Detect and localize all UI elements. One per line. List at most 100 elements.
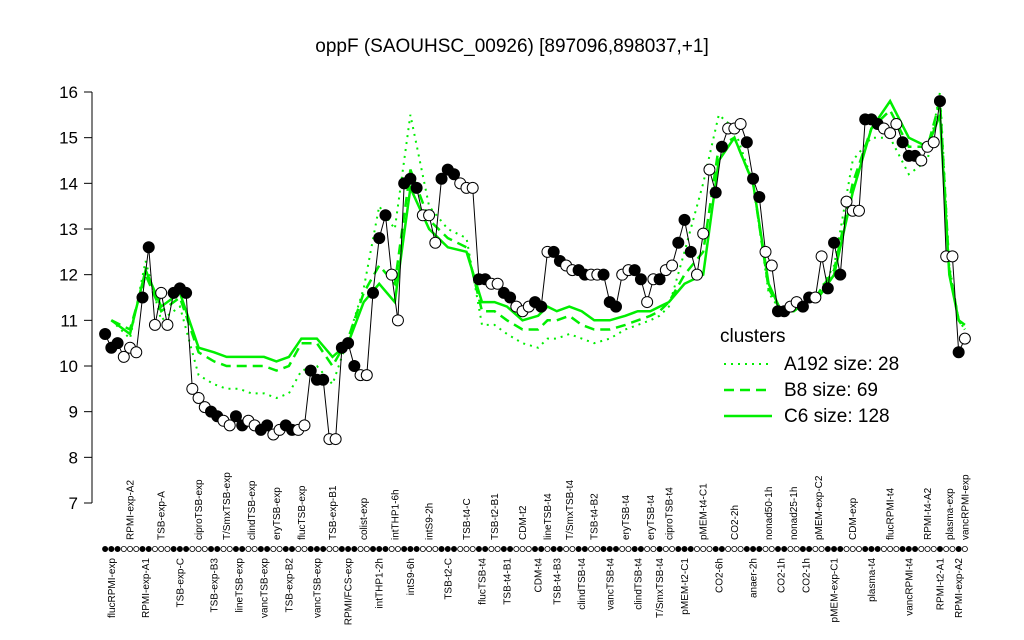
sample-dot xyxy=(731,546,738,553)
y-tick-label: 15 xyxy=(59,129,78,148)
data-point xyxy=(840,195,853,208)
group-label: T/SmxTSB-exp xyxy=(222,472,233,540)
cluster-line xyxy=(110,98,966,363)
sample-dot xyxy=(214,546,221,553)
group-label: intS9-2h xyxy=(425,503,436,540)
data-point xyxy=(815,250,828,263)
group-label: nonad25-1h xyxy=(789,487,800,540)
group-label: eryTSB-t4 xyxy=(646,495,657,540)
group-label: CO2-1h xyxy=(802,558,813,593)
sample-dot xyxy=(519,546,526,553)
data-point xyxy=(946,250,959,263)
y-tick-label: 11 xyxy=(60,311,78,330)
sample-dot xyxy=(868,546,875,553)
sample-dot xyxy=(338,546,345,553)
sample-dot xyxy=(818,546,825,553)
data-point xyxy=(734,117,747,130)
sample-dot xyxy=(170,546,177,553)
data-point xyxy=(229,410,242,423)
group-label: lineTSB-exp xyxy=(235,558,246,613)
group-label: TSB-t4-C xyxy=(462,498,473,540)
sample-dot xyxy=(905,546,912,553)
group-label: clindTSB-t4 xyxy=(633,558,644,610)
sample-dot xyxy=(376,546,383,553)
sample-dot xyxy=(513,546,520,553)
sample-dot xyxy=(500,546,507,553)
sample-dot xyxy=(494,546,501,553)
sample-dot xyxy=(588,546,595,553)
sample-dot xyxy=(862,546,869,553)
sample-dot xyxy=(600,546,607,553)
data-point xyxy=(740,136,753,149)
data-point xyxy=(958,332,971,345)
sample-dot xyxy=(158,546,165,553)
y-tick-label: 10 xyxy=(59,357,78,376)
group-label: pMEM-t4-C1 xyxy=(699,483,710,540)
sample-dot xyxy=(644,546,651,553)
data-point xyxy=(547,245,560,258)
data-point xyxy=(117,350,130,363)
sample-dot xyxy=(712,546,719,553)
group-label: T/SmxTSB-t4 xyxy=(655,558,666,618)
sample-dot xyxy=(743,546,750,553)
group-label: vancRPMI-t4 xyxy=(904,558,915,616)
sample-dot xyxy=(388,546,395,553)
sample-dot xyxy=(787,546,794,553)
data-point xyxy=(597,268,610,281)
sample-dot xyxy=(575,546,582,553)
data-point xyxy=(535,300,548,313)
sample-dot xyxy=(282,546,289,553)
sample-dot xyxy=(108,546,115,553)
data-point xyxy=(796,300,809,313)
sample-dot xyxy=(326,546,333,553)
group-label: TSB-t4-B1 xyxy=(502,558,513,605)
sample-dot xyxy=(394,546,401,553)
sample-dot xyxy=(127,546,134,553)
data-point xyxy=(641,296,654,309)
sample-dot xyxy=(594,546,601,553)
sample-dot xyxy=(612,546,619,553)
sample-dot xyxy=(432,546,439,553)
sample-dot xyxy=(924,546,931,553)
data-point xyxy=(747,172,760,185)
group-label: CO2-1h xyxy=(777,558,788,593)
data-point xyxy=(435,172,448,185)
data-point xyxy=(298,419,311,432)
sample-dot xyxy=(413,546,420,553)
data-point xyxy=(385,268,398,281)
data-point xyxy=(317,373,330,386)
group-label: ciproTSB-t4 xyxy=(664,487,675,540)
sample-dot xyxy=(737,546,744,553)
sample-dot xyxy=(176,546,183,553)
group-label: clindTSB-exp xyxy=(247,480,258,540)
data-point xyxy=(684,245,697,258)
data-point xyxy=(504,291,517,304)
group-label: CDM-t4 xyxy=(534,558,545,593)
sample-dot xyxy=(313,546,320,553)
data-point xyxy=(896,136,909,149)
data-point xyxy=(697,227,710,240)
data-point xyxy=(304,364,317,377)
sample-dot xyxy=(650,546,657,553)
group-label: CDM-exp xyxy=(848,497,859,540)
group-label: pMEM-t2-C1 xyxy=(680,558,691,615)
group-label: RPMI-exp-A2 xyxy=(126,480,137,540)
sample-dot xyxy=(363,546,370,553)
sample-dot xyxy=(793,546,800,553)
cluster-line xyxy=(110,100,966,372)
sample-dot xyxy=(357,546,364,553)
data-point xyxy=(448,168,461,181)
sample-dot xyxy=(114,546,121,553)
sample-dot xyxy=(768,546,775,553)
group-label: TSB-t2-B1 xyxy=(490,493,501,540)
group-label: TSB-exp-B1 xyxy=(328,485,339,540)
sample-dot xyxy=(855,546,862,553)
sample-dot xyxy=(507,546,514,553)
data-point xyxy=(809,291,822,304)
sample-dot xyxy=(345,546,352,553)
y-tick-label: 12 xyxy=(59,266,78,285)
sample-dot xyxy=(955,546,962,553)
y-tick-label: 14 xyxy=(59,174,78,193)
sample-dot xyxy=(812,546,819,553)
sample-dot xyxy=(475,546,482,553)
